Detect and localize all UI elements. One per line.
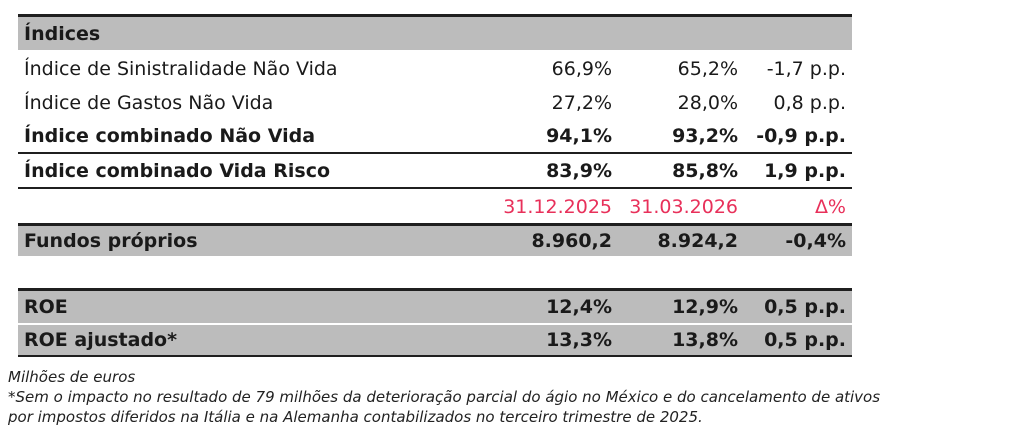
section-title: Índices xyxy=(24,22,101,45)
value-delta: -0,9 p.p. xyxy=(756,125,846,147)
value-2025: 94,1% xyxy=(546,125,612,147)
date-header-row: 31.12.2025 31.03.2026 Δ% xyxy=(18,190,852,224)
value-2026: 12,9% xyxy=(672,296,738,318)
roe-adjusted-row: ROE ajustado* 13,3% 13,8% 0,5 p.p. xyxy=(18,323,852,357)
footnotes: Milhões de euros *Sem o impacto no resul… xyxy=(8,367,1018,427)
row-label: Índice combinado Não Vida xyxy=(24,125,316,147)
value-delta: -0,4% xyxy=(785,230,846,252)
value-2025: 8.960,2 xyxy=(531,230,612,252)
row-label: Índice de Sinistralidade Não Vida xyxy=(24,58,338,80)
table-row: Índice de Sinistralidade Não Vida 66,9% … xyxy=(18,52,852,86)
value-2025: 66,9% xyxy=(551,58,612,80)
value-2025: 27,2% xyxy=(551,92,612,114)
value-2026: 13,8% xyxy=(672,329,738,351)
row-label: ROE xyxy=(24,296,68,318)
value-2026: 85,8% xyxy=(672,160,738,182)
table-row: Índice combinado Não Vida 94,1% 93,2% -0… xyxy=(18,120,852,154)
date-column-2026: 31.03.2026 xyxy=(629,196,738,218)
value-2026: 8.924,2 xyxy=(657,230,738,252)
value-delta: 0,5 p.p. xyxy=(764,296,846,318)
value-delta: -1,7 p.p. xyxy=(766,58,846,80)
table-row: Índice combinado Vida Risco 83,9% 85,8% … xyxy=(18,155,852,189)
roe-row: ROE 12,4% 12,9% 0,5 p.p. xyxy=(18,288,852,323)
row-label: Fundos próprios xyxy=(24,230,198,252)
value-2026: 93,2% xyxy=(672,125,738,147)
row-label: ROE ajustado* xyxy=(24,329,178,351)
delta-column-header: Δ% xyxy=(814,196,846,218)
value-2025: 12,4% xyxy=(546,296,612,318)
value-delta: 1,9 p.p. xyxy=(764,160,846,182)
date-column-2025: 31.12.2025 xyxy=(503,196,612,218)
row-label: Índice de Gastos Não Vida xyxy=(24,92,274,114)
value-2025: 83,9% xyxy=(546,160,612,182)
table-row: Índice de Gastos Não Vida 27,2% 28,0% 0,… xyxy=(18,86,852,120)
value-delta: 0,8 p.p. xyxy=(773,92,846,114)
footnote-line-1: *Sem o impacto no resultado de 79 milhõe… xyxy=(8,388,881,406)
fundos-row: Fundos próprios 8.960,2 8.924,2 -0,4% xyxy=(18,223,852,256)
value-2026: 28,0% xyxy=(677,92,738,114)
value-delta: 0,5 p.p. xyxy=(764,329,846,351)
value-2025: 13,3% xyxy=(546,329,612,351)
row-label: Índice combinado Vida Risco xyxy=(24,160,331,182)
value-2026: 65,2% xyxy=(677,58,738,80)
section-header-indices: Índices xyxy=(18,14,852,50)
units-note: Milhões de euros xyxy=(8,368,136,386)
footnote-line-2: por impostos diferidos na Itália e na Al… xyxy=(8,408,703,426)
